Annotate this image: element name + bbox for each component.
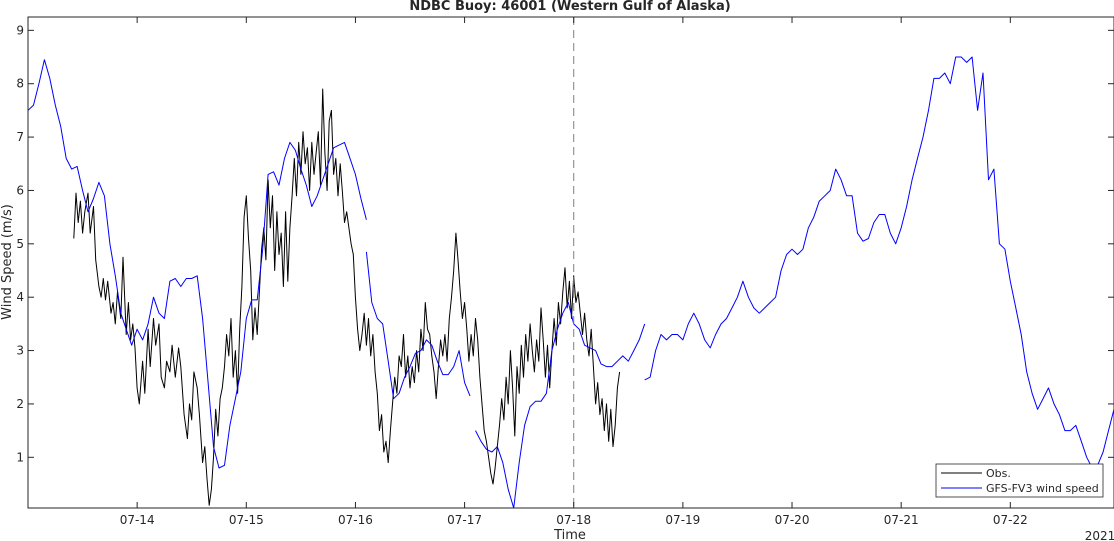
y-tick-label: 1 <box>16 450 24 464</box>
legend: Obs. GFS-FV3 wind speed <box>935 463 1104 498</box>
gfs-fv3-series-line-3 <box>644 56 1114 469</box>
gfs-fv3-series-line-0 <box>28 59 367 469</box>
x-tick-label: 07-19 <box>665 513 700 527</box>
obs-series-line-0 <box>73 88 621 506</box>
y-tick-label: 7 <box>16 130 24 144</box>
plot-frame <box>27 16 1114 509</box>
x-tick-label: 07-16 <box>338 513 373 527</box>
chart-title: NDBC Buoy: 46001 (Western Gulf of Alaska… <box>409 0 730 14</box>
x-tick-label: 07-14 <box>120 513 155 527</box>
y-tick-label: 5 <box>16 237 24 251</box>
y-tick-label: 4 <box>16 290 24 304</box>
x-tick-label: 07-15 <box>229 513 264 527</box>
x-tick-label: 07-17 <box>447 513 482 527</box>
x-axis-label: Time <box>553 528 586 541</box>
y-tick-label: 9 <box>16 23 24 37</box>
x-tick-label: 07-21 <box>884 513 919 527</box>
y-axis-label: Wind Speed (m/s) <box>0 204 15 320</box>
gfs-fv3-series-line-1 <box>365 251 471 400</box>
x-tick-label: 07-20 <box>775 513 810 527</box>
y-tick-label: 3 <box>16 344 24 358</box>
y-tick-label: 6 <box>16 183 24 197</box>
y-axis: 1 2 3 4 5 6 7 8 9 <box>16 23 1114 464</box>
y-tick-label: 8 <box>16 77 24 91</box>
year-label: 2021 <box>1085 529 1114 541</box>
x-axis: 07-14 07-15 07-16 07-17 07-18 07-19 07-20 07-21… <box>120 17 1028 527</box>
series-layer <box>28 56 1114 508</box>
x-tick-label: 07-18 <box>556 513 591 527</box>
legend-label-gfs: GFS-FV3 wind speed <box>986 482 1099 495</box>
legend-label-obs: Obs. <box>986 467 1011 480</box>
y-tick-label: 2 <box>16 397 24 411</box>
legend-box <box>935 463 1104 498</box>
x-tick-label: 07-22 <box>993 513 1028 527</box>
gfs-fv3-series-line-2 <box>475 302 646 508</box>
